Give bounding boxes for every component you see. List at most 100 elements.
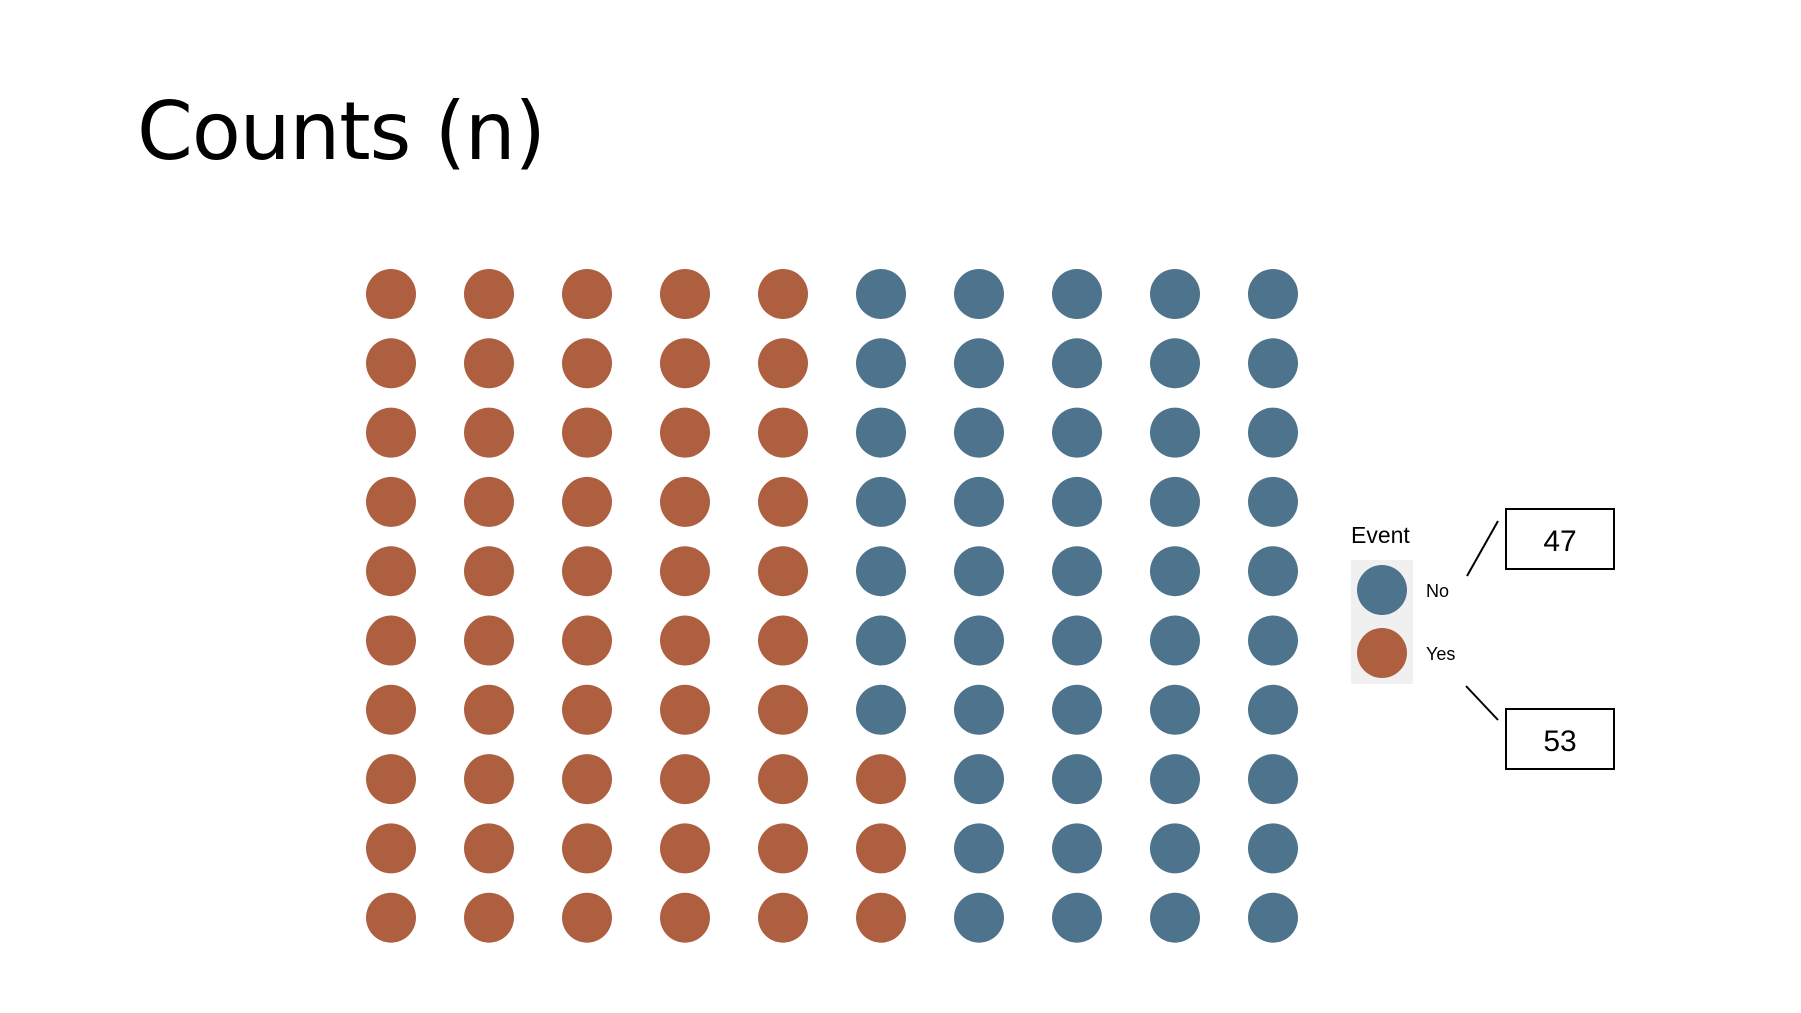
waffle-dot-yes (464, 269, 514, 319)
waffle-dot-yes (660, 892, 710, 943)
waffle-dot-no (1248, 684, 1298, 735)
legend-swatch-no (1357, 565, 1407, 615)
callout-box-no (1505, 508, 1615, 570)
waffle-dot-yes (366, 684, 416, 735)
legend-label-yes: Yes (1426, 644, 1455, 664)
waffle-dot-yes (464, 407, 514, 458)
waffle-dot-yes (758, 546, 808, 597)
waffle-dot-yes (758, 476, 808, 527)
waffle-dot-no (954, 684, 1004, 735)
waffle-dot-no (856, 338, 906, 389)
waffle-dot-yes (758, 338, 808, 389)
waffle-dot-yes (758, 823, 808, 874)
waffle-dot-no (1150, 684, 1200, 735)
waffle-dot-yes (366, 476, 416, 527)
waffle-dot-yes (366, 338, 416, 389)
waffle-dot-no (856, 269, 906, 319)
waffle-dot-no (1052, 754, 1102, 805)
waffle-dot-yes (464, 892, 514, 943)
waffle-dot-yes (366, 892, 416, 943)
waffle-dot-yes (562, 407, 612, 458)
waffle-dot-no (954, 269, 1004, 319)
waffle-dot-yes (660, 338, 710, 389)
waffle-dot-yes (562, 892, 612, 943)
waffle-dot-yes (464, 546, 514, 597)
waffle-dot-yes (758, 684, 808, 735)
waffle-dot-yes (366, 823, 416, 874)
waffle-dot-no (1052, 615, 1102, 666)
waffle-dot-yes (758, 269, 808, 319)
waffle-dot-yes (660, 476, 710, 527)
waffle-dot-yes (366, 546, 416, 597)
callout-line-no (1466, 520, 1499, 577)
waffle-dot-yes (660, 823, 710, 874)
waffle-dot-no (1052, 684, 1102, 735)
waffle-dot-no (1248, 476, 1298, 527)
callout-value-yes: 53 (1543, 725, 1576, 758)
callout-line-yes (1465, 685, 1499, 721)
waffle-dot-no (954, 823, 1004, 874)
waffle-dot-no (1150, 546, 1200, 597)
waffle-dot-no (1248, 546, 1298, 597)
waffle-dot-no (954, 338, 1004, 389)
waffle-dot-no (954, 754, 1004, 805)
callout-box-yes (1505, 708, 1615, 770)
waffle-dot-yes (562, 338, 612, 389)
waffle-dot-yes (464, 754, 514, 805)
waffle-dot-no (1150, 754, 1200, 805)
waffle-dot-no (1052, 892, 1102, 943)
waffle-dot-no (954, 476, 1004, 527)
waffle-dot-yes (660, 407, 710, 458)
waffle-dot-no (856, 476, 906, 527)
waffle-dot-no (1248, 892, 1298, 943)
waffle-dot-yes (562, 476, 612, 527)
waffle-dot-no (1248, 823, 1298, 874)
waffle-dot-yes (366, 615, 416, 666)
waffle-dot-yes (562, 684, 612, 735)
waffle-dot-no (1052, 407, 1102, 458)
waffle-dot-yes (366, 407, 416, 458)
waffle-dot-no (1150, 823, 1200, 874)
legend: Event No Yes (1351, 522, 1455, 684)
waffle-dot-yes (562, 615, 612, 666)
waffle-dot-yes (660, 754, 710, 805)
waffle-dot-yes (856, 892, 906, 943)
waffle-dot-no (1150, 269, 1200, 319)
waffle-dots (366, 269, 1298, 943)
count-callouts: 47 53 (1465, 508, 1615, 770)
legend-label-no: No (1426, 581, 1449, 601)
waffle-dot-yes (660, 615, 710, 666)
waffle-dot-yes (758, 892, 808, 943)
waffle-dot-no (1052, 823, 1102, 874)
waffle-dot-no (954, 407, 1004, 458)
waffle-dot-yes (464, 684, 514, 735)
waffle-dot-no (1150, 476, 1200, 527)
waffle-dot-no (1052, 269, 1102, 319)
waffle-dot-yes (758, 754, 808, 805)
waffle-dot-no (954, 615, 1004, 666)
waffle-dot-no (1150, 892, 1200, 943)
legend-title: Event (1351, 522, 1410, 548)
callout-value-no: 47 (1543, 525, 1576, 558)
waffle-dot-yes (660, 269, 710, 319)
legend-swatch-yes (1357, 628, 1407, 678)
waffle-dot-yes (562, 754, 612, 805)
waffle-dot-yes (660, 546, 710, 597)
waffle-dot-yes (660, 684, 710, 735)
waffle-dot-no (856, 546, 906, 597)
waffle-dot-no (1150, 407, 1200, 458)
waffle-dot-no (1248, 407, 1298, 458)
waffle-dot-no (856, 407, 906, 458)
waffle-dot-no (856, 684, 906, 735)
waffle-dot-yes (464, 338, 514, 389)
waffle-dot-yes (464, 823, 514, 874)
waffle-dot-yes (366, 754, 416, 805)
waffle-dot-yes (562, 546, 612, 597)
waffle-dot-yes (758, 615, 808, 666)
waffle-dot-yes (758, 407, 808, 458)
waffle-dot-yes (464, 615, 514, 666)
waffle-dot-no (1052, 546, 1102, 597)
waffle-dot-no (954, 546, 1004, 597)
waffle-dot-no (1150, 338, 1200, 389)
